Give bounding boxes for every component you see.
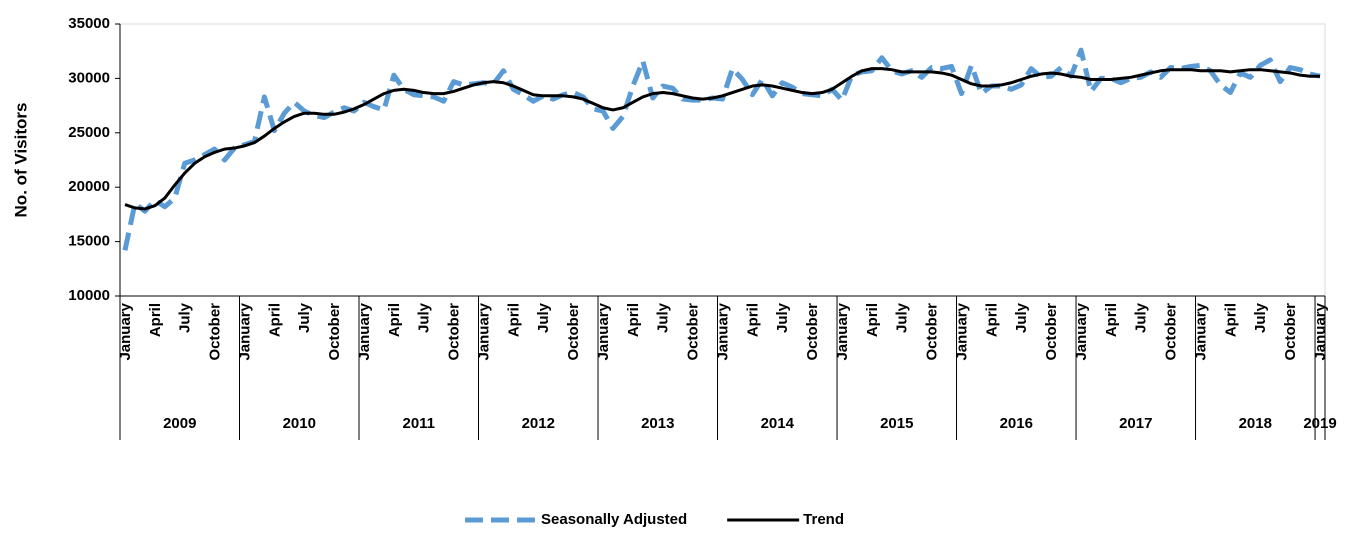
x-tick-label: January [595, 302, 612, 360]
x-group-label: 2013 [641, 415, 674, 432]
x-tick-label: July [535, 302, 552, 333]
x-tick-label: October [446, 303, 463, 361]
x-tick-label: July [1133, 302, 1150, 333]
legend-label: Seasonally Adjusted [541, 511, 687, 528]
x-tick-label: July [894, 302, 911, 333]
x-group-label: 2015 [880, 415, 913, 432]
x-group-label: 2019 [1303, 415, 1336, 432]
x-group-label: 2012 [522, 415, 555, 432]
x-tick-label: July [655, 302, 672, 333]
x-tick-label: October [685, 303, 702, 361]
x-tick-label: October [565, 303, 582, 361]
y-tick-label: 10000 [68, 287, 110, 304]
x-tick-label: April [983, 303, 1000, 337]
x-tick-label: April [386, 303, 403, 337]
x-tick-label: October [804, 303, 821, 361]
x-tick-label: July [774, 302, 791, 333]
x-tick-label: October [924, 303, 941, 361]
x-tick-label: January [1073, 302, 1090, 360]
x-tick-label: October [207, 303, 224, 361]
x-group-label: 2018 [1239, 415, 1272, 432]
series-line [124, 67, 1321, 211]
y-tick-label: 35000 [68, 15, 110, 32]
x-group-label: 2014 [761, 415, 795, 432]
series-line [122, 47, 1321, 251]
x-tick-label: April [505, 303, 522, 337]
x-tick-label: January [953, 302, 970, 360]
x-tick-label: October [1043, 303, 1060, 361]
x-tick-label: January [1192, 302, 1209, 360]
x-tick-label: July [296, 302, 313, 333]
y-tick-label: 25000 [68, 124, 110, 141]
x-tick-label: April [744, 303, 761, 337]
x-group-label: 2016 [1000, 415, 1033, 432]
x-tick-label: January [356, 302, 373, 360]
x-tick-label: July [1252, 302, 1269, 333]
y-tick-label: 30000 [68, 69, 110, 86]
x-tick-label: January [1312, 302, 1329, 360]
x-group-label: 2010 [283, 415, 316, 432]
x-group-label: 2017 [1119, 415, 1152, 432]
x-group-label: 2009 [163, 415, 196, 432]
x-tick-label: January [475, 302, 492, 360]
y-axis-title: No. of Visitors [11, 103, 30, 218]
legend-label: Trend [803, 511, 844, 528]
x-tick-label: January [834, 302, 851, 360]
y-tick-label: 15000 [68, 233, 110, 250]
x-tick-label: April [147, 303, 164, 337]
x-tick-label: January [714, 302, 731, 360]
x-tick-label: January [236, 302, 253, 360]
x-tick-label: July [1013, 302, 1030, 333]
x-tick-label: April [266, 303, 283, 337]
x-tick-label: July [177, 302, 194, 333]
x-tick-label: April [1222, 303, 1239, 337]
x-tick-label: October [1163, 303, 1180, 361]
plot-border [119, 23, 1326, 297]
x-tick-label: April [1103, 303, 1120, 337]
x-group-label: 2011 [402, 415, 435, 432]
x-tick-label: October [326, 303, 343, 361]
x-tick-label: July [416, 302, 433, 333]
x-tick-label: October [1282, 303, 1299, 361]
x-tick-label: January [117, 302, 134, 360]
x-tick-label: April [625, 303, 642, 337]
y-tick-label: 20000 [68, 178, 110, 195]
x-tick-label: April [864, 303, 881, 337]
